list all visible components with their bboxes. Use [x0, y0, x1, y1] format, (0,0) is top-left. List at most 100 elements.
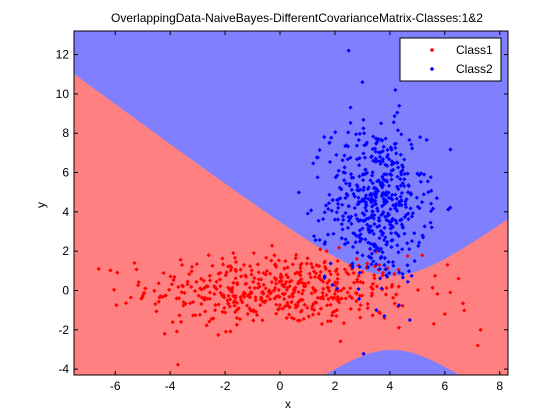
- class1-point: [247, 294, 252, 299]
- class1-point: [269, 243, 275, 248]
- class2-point: [386, 195, 392, 201]
- class2-point: [396, 200, 402, 205]
- class2-point: [393, 203, 398, 209]
- class2-point: [386, 190, 391, 195]
- class1-point: [262, 300, 267, 305]
- class1-point: [319, 278, 324, 283]
- class2-point: [381, 176, 386, 182]
- class1-point: [225, 298, 230, 303]
- class1-point: [229, 265, 234, 270]
- class2-point: [369, 251, 375, 256]
- class2-point: [399, 190, 405, 196]
- class2-point: [389, 147, 394, 152]
- class2-point: [354, 157, 360, 162]
- class2-point: [424, 137, 429, 142]
- class1-point: [269, 279, 274, 285]
- class1-point: [314, 300, 319, 305]
- class1-point: [283, 258, 288, 264]
- class1-point: [365, 301, 370, 306]
- class1-point: [351, 280, 357, 285]
- class1-point: [318, 247, 323, 252]
- class2-point: [378, 121, 384, 126]
- class1-point: [377, 262, 382, 268]
- class2-point: [323, 203, 329, 208]
- class1-point: [285, 285, 290, 290]
- class1-point: [324, 292, 329, 298]
- class2-point: [395, 174, 400, 179]
- class2-point: [448, 205, 453, 210]
- class1-point: [243, 273, 248, 278]
- class1-point: [344, 270, 349, 275]
- class2-point: [372, 248, 378, 253]
- class2-point: [412, 258, 417, 264]
- class2-point: [322, 210, 327, 215]
- class1-point: [306, 280, 311, 285]
- class1-point: [299, 308, 304, 313]
- class2-point: [366, 240, 371, 245]
- class2-point: [405, 241, 410, 246]
- class2-point: [425, 179, 430, 184]
- class1-point: [226, 285, 231, 290]
- class2-point: [395, 243, 400, 248]
- class2-point: [355, 202, 360, 207]
- class1-point: [228, 268, 233, 273]
- class1-point: [335, 258, 340, 264]
- class2-point: [385, 213, 390, 219]
- class2-point: [370, 173, 375, 178]
- class2-point: [343, 181, 349, 186]
- class2-point: [346, 130, 351, 135]
- class2-point: [369, 228, 374, 234]
- class2-point: [398, 202, 403, 207]
- chart-title: OverlappingData-NaiveBayes-DifferentCova…: [111, 11, 483, 25]
- class1-point: [287, 294, 292, 299]
- class2-point: [380, 204, 385, 209]
- class2-point: [379, 193, 384, 198]
- class1-point: [253, 298, 258, 303]
- class2-point: [322, 134, 327, 140]
- x-tick-label: -6: [110, 379, 121, 393]
- class2-point: [366, 228, 371, 233]
- class2-point: [382, 313, 387, 319]
- class2-point: [348, 155, 353, 160]
- class2-point: [316, 218, 321, 223]
- class2-point: [367, 246, 373, 251]
- class2-point: [430, 206, 436, 211]
- class1-point: [224, 270, 229, 275]
- class2-point: [376, 136, 381, 142]
- class1-point: [199, 301, 204, 307]
- legend-marker-class2: [429, 66, 435, 72]
- class2-point: [356, 286, 361, 292]
- class1-point: [231, 251, 236, 256]
- class1-point: [358, 279, 363, 285]
- class2-point: [390, 259, 396, 265]
- class1-point: [205, 284, 210, 289]
- class1-point: [376, 310, 381, 315]
- class1-point: [227, 287, 233, 292]
- class2-point: [352, 205, 357, 211]
- y-axis-label: y: [34, 202, 48, 208]
- class2-point: [417, 173, 422, 178]
- class2-point: [378, 276, 383, 281]
- class1-point: [310, 304, 315, 309]
- class1-point: [348, 286, 353, 291]
- class1-point: [260, 299, 265, 304]
- x-tick-label: 6: [441, 379, 448, 393]
- class1-point: [357, 293, 363, 298]
- class2-point: [389, 231, 394, 236]
- class1-point: [300, 281, 306, 286]
- class2-point: [340, 227, 345, 232]
- class1-point: [284, 279, 289, 285]
- class1-point: [287, 284, 292, 289]
- class1-point: [273, 285, 278, 291]
- class1-point: [185, 282, 190, 287]
- class1-point: [431, 321, 436, 326]
- class1-point: [305, 256, 310, 261]
- class2-point: [336, 168, 341, 173]
- class1-point: [293, 305, 299, 310]
- class2-point: [406, 269, 412, 274]
- class1-point: [258, 303, 263, 308]
- class2-point: [419, 200, 425, 205]
- class2-point: [385, 274, 390, 279]
- class2-point: [395, 128, 401, 133]
- class2-point: [335, 217, 340, 222]
